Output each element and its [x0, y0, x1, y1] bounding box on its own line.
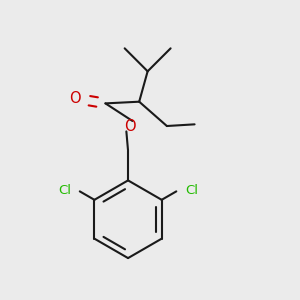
Text: Cl: Cl: [58, 184, 71, 197]
Text: Cl: Cl: [185, 184, 198, 197]
Text: O: O: [69, 91, 81, 106]
Text: O: O: [124, 119, 136, 134]
